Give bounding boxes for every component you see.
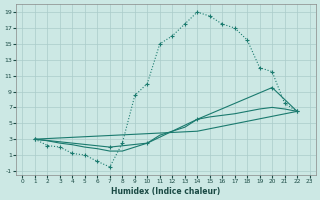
X-axis label: Humidex (Indice chaleur): Humidex (Indice chaleur) — [111, 187, 221, 196]
